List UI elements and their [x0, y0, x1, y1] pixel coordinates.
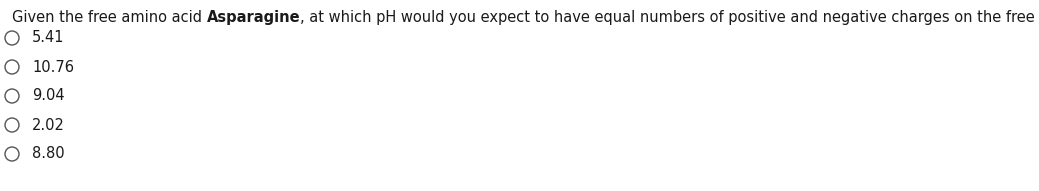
Text: 9.04: 9.04 [32, 88, 64, 104]
Text: 2.02: 2.02 [32, 117, 64, 133]
Text: , at which pH would you expect to have equal numbers of positive and negative ch: , at which pH would you expect to have e… [300, 10, 1039, 25]
Text: Given the free amino acid: Given the free amino acid [12, 10, 207, 25]
Text: 8.80: 8.80 [32, 146, 64, 162]
Text: Asparagine: Asparagine [207, 10, 300, 25]
Text: 10.76: 10.76 [32, 60, 74, 74]
Text: 5.41: 5.41 [32, 31, 64, 45]
